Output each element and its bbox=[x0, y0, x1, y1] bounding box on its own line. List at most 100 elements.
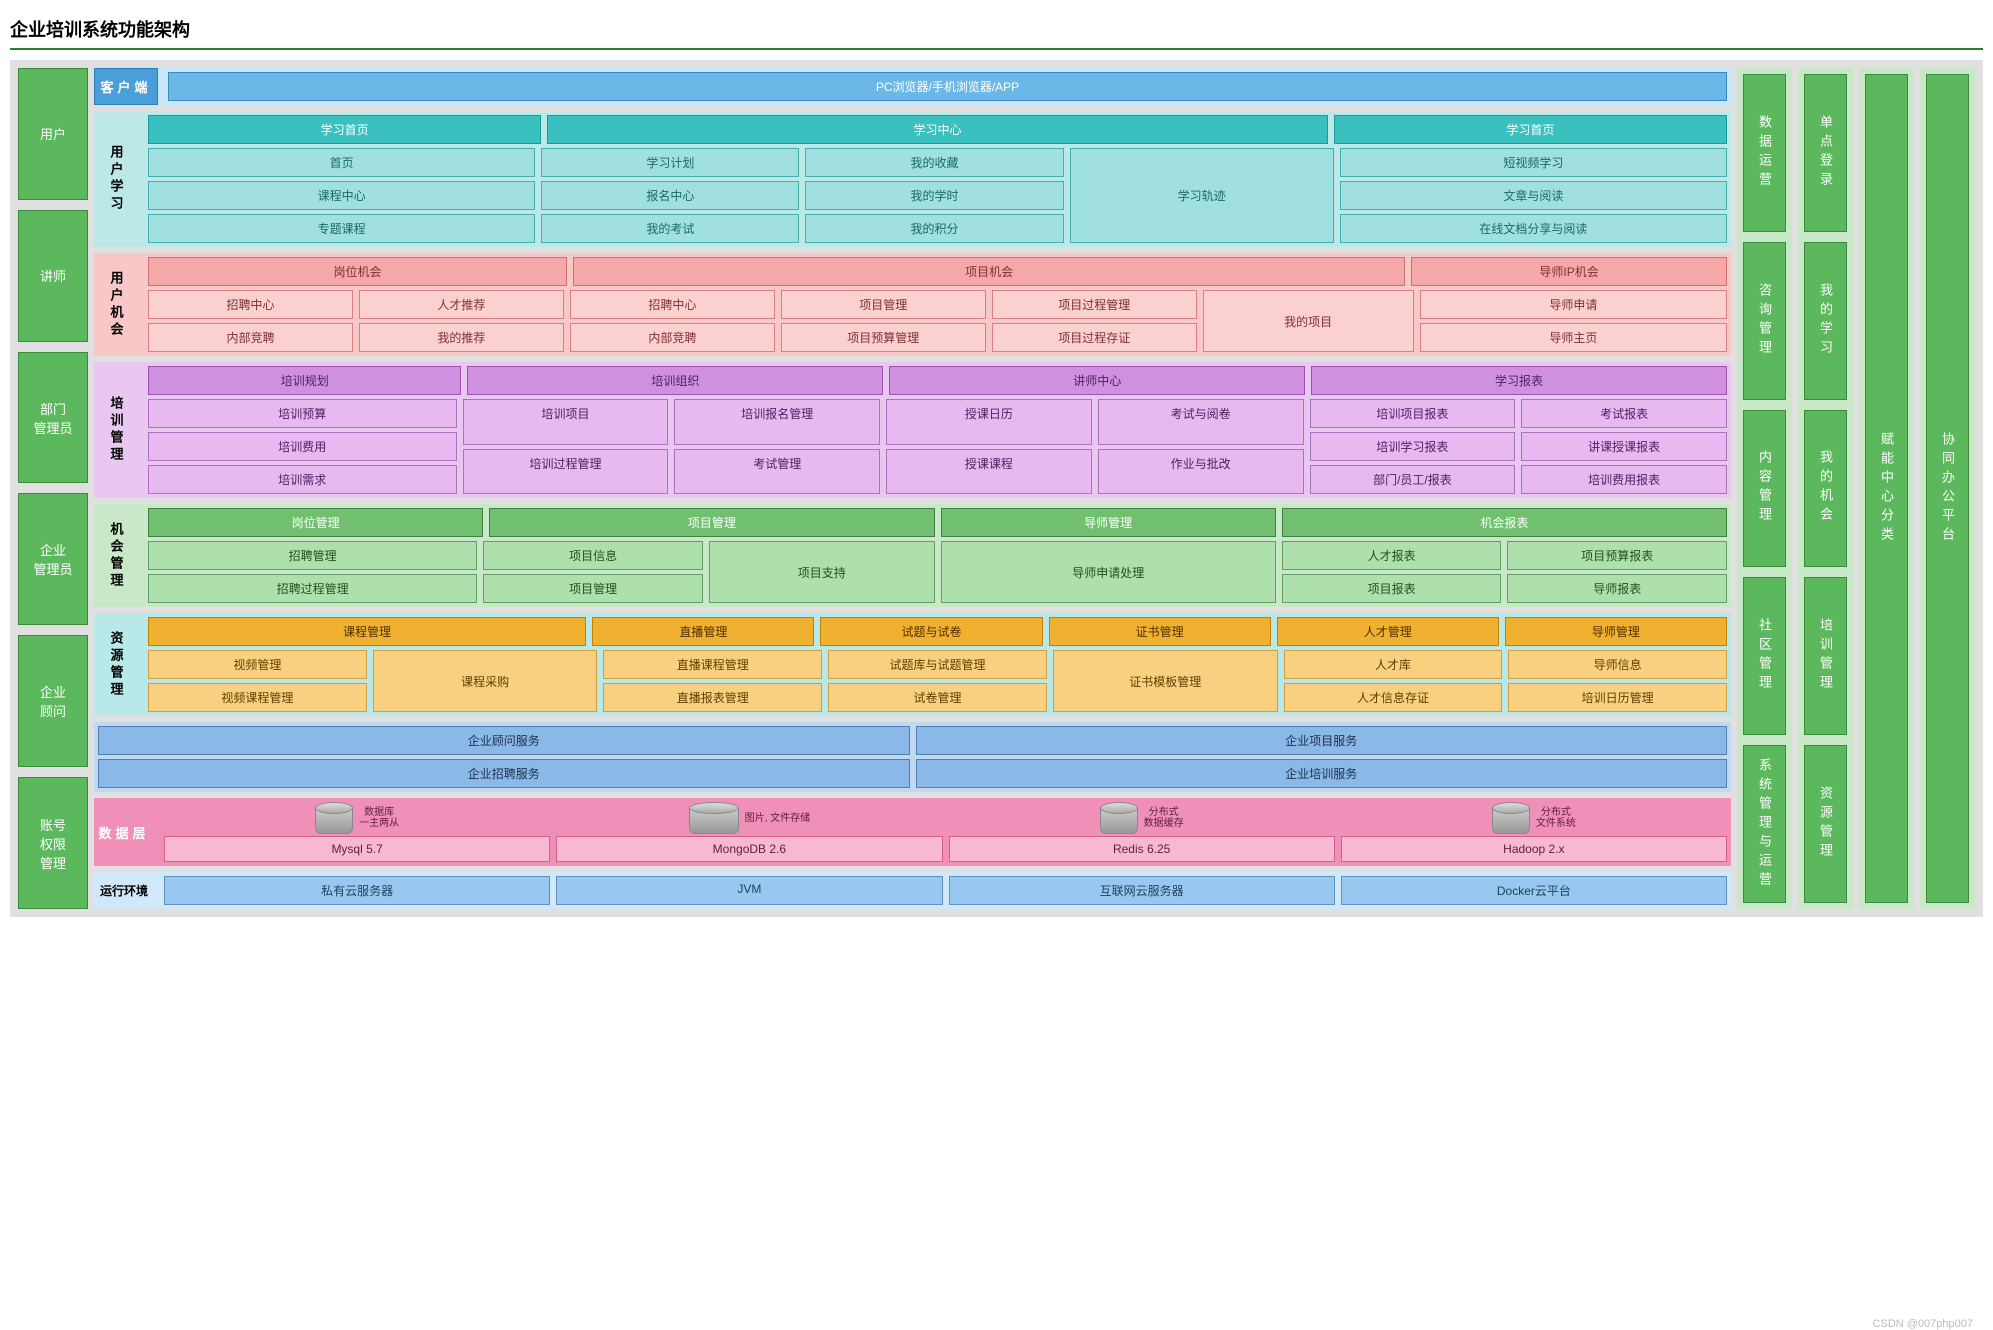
ul-item: 在线文档分享与阅读 bbox=[1340, 214, 1727, 243]
om-item: 项目预算报表 bbox=[1507, 541, 1727, 570]
rs-item: 直播课程管理 bbox=[603, 650, 822, 679]
rt-item: 互联网云服务器 bbox=[949, 876, 1335, 905]
resource-label: 资源管理 bbox=[94, 613, 138, 716]
uo-item: 导师申请 bbox=[1420, 290, 1727, 319]
tr-item: 部门/员工/报表 bbox=[1310, 465, 1516, 494]
rs-item: 视频课程管理 bbox=[148, 683, 367, 712]
layer-user-learn: 用户学习 学习首页 学习中心 学习首页 首页 课程中心 专题课程 学习计划 报名… bbox=[94, 111, 1731, 247]
uo-item: 内部竞聘 bbox=[148, 323, 353, 352]
rt-item: 私有云服务器 bbox=[164, 876, 550, 905]
rs-item: 培训日历管理 bbox=[1508, 683, 1727, 712]
om-header: 导师管理 bbox=[941, 508, 1276, 537]
tr-item: 考试与阅卷 bbox=[1098, 399, 1304, 445]
rs-procure: 课程采购 bbox=[373, 650, 598, 712]
uo-item: 我的推荐 bbox=[359, 323, 564, 352]
ul-item: 报名中心 bbox=[541, 181, 799, 210]
ul-item: 文章与阅读 bbox=[1340, 181, 1727, 210]
architecture-frame: 用户 讲师 部门 管理员 企业 管理员 企业 顾问 账号 权限 管理 客户端 P… bbox=[10, 60, 1983, 917]
user-opp-label: 用户机会 bbox=[94, 253, 138, 356]
layer-services: 企业顾问服务企业项目服务 企业招聘服务企业培训服务 bbox=[94, 722, 1731, 792]
db-name: Mysql 5.7 bbox=[164, 836, 550, 862]
tr-item: 培训项目 bbox=[463, 399, 669, 445]
db-name: Hadoop 2.x bbox=[1341, 836, 1727, 862]
side-content: 内容管理 bbox=[1743, 410, 1786, 568]
uo-header: 岗位机会 bbox=[148, 257, 567, 286]
tr-header: 培训规划 bbox=[148, 366, 461, 395]
rs-item: 人才库 bbox=[1284, 650, 1503, 679]
om-item: 项目信息 bbox=[483, 541, 703, 570]
tr-item: 考试报表 bbox=[1521, 399, 1727, 428]
rt-item: Docker云平台 bbox=[1341, 876, 1727, 905]
ul-item: 学习计划 bbox=[541, 148, 799, 177]
db-name: MongoDB 2.6 bbox=[556, 836, 942, 862]
layer-runtime: 运行环境 私有云服务器 JVM 互联网云服务器 Docker云平台 bbox=[94, 872, 1731, 909]
uo-header: 项目机会 bbox=[573, 257, 1405, 286]
diagram-title: 企业培训系统功能架构 bbox=[10, 10, 1983, 50]
uo-item: 项目过程管理 bbox=[992, 290, 1197, 319]
svc-item: 企业顾问服务 bbox=[98, 726, 910, 755]
side-data-ops: 数据运营 bbox=[1743, 74, 1786, 232]
tr-item: 培训过程管理 bbox=[463, 449, 669, 495]
uo-item: 人才推荐 bbox=[359, 290, 564, 319]
uo-item: 项目过程存证 bbox=[992, 323, 1197, 352]
layer-data: 数据层 数据库 一主两从 Mysql 5.7 图片, 文件存储 MongoDB … bbox=[94, 798, 1731, 866]
tr-item: 培训项目报表 bbox=[1310, 399, 1516, 428]
role-ent-consult: 企业 顾问 bbox=[18, 635, 88, 767]
uo-item: 导师主页 bbox=[1420, 323, 1727, 352]
ul-header: 学习首页 bbox=[1334, 115, 1727, 144]
database-icon bbox=[1100, 802, 1138, 834]
tr-item: 培训预算 bbox=[148, 399, 457, 428]
rs-item: 试卷管理 bbox=[828, 683, 1047, 712]
user-learn-label: 用户学习 bbox=[94, 111, 138, 247]
om-header: 项目管理 bbox=[489, 508, 934, 537]
main-layers: 客户端 PC浏览器/手机浏览器/APP 用户学习 学习首页 学习中心 学习首页 … bbox=[94, 68, 1731, 909]
training-label: 培训管理 bbox=[94, 362, 138, 498]
rs-header: 导师管理 bbox=[1505, 617, 1727, 646]
ul-item: 课程中心 bbox=[148, 181, 535, 210]
side-res: 资源管理 bbox=[1804, 745, 1847, 903]
rs-header: 直播管理 bbox=[592, 617, 814, 646]
ul-item: 我的学时 bbox=[805, 181, 1063, 210]
rs-header: 证书管理 bbox=[1049, 617, 1271, 646]
side-collab: 协同办公平台 bbox=[1926, 74, 1969, 903]
data-label: 数据层 bbox=[94, 798, 154, 866]
ul-item: 短视频学习 bbox=[1340, 148, 1727, 177]
side-col-1: 数据运营 咨询管理 内容管理 社区管理 系统管理与运营 bbox=[1737, 68, 1792, 909]
role-user: 用户 bbox=[18, 68, 88, 200]
tr-item: 培训学习报表 bbox=[1310, 432, 1516, 461]
runtime-label: 运行环境 bbox=[94, 872, 154, 909]
uo-item: 招聘中心 bbox=[148, 290, 353, 319]
ul-item: 我的积分 bbox=[805, 214, 1063, 243]
tr-item: 培训费用报表 bbox=[1521, 465, 1727, 494]
role-lecturer: 讲师 bbox=[18, 210, 88, 342]
db-name: Redis 6.25 bbox=[949, 836, 1335, 862]
ul-item: 专题课程 bbox=[148, 214, 535, 243]
watermark: CSDN @007php007 bbox=[1873, 1318, 1973, 1330]
uo-item: 项目预算管理 bbox=[781, 323, 986, 352]
database-icon bbox=[315, 802, 353, 834]
rs-header: 人才管理 bbox=[1277, 617, 1499, 646]
side-col-2: 单点登录 我的学习 我的机会 培训管理 资源管理 bbox=[1798, 68, 1853, 909]
tr-item: 培训费用 bbox=[148, 432, 457, 461]
tr-item: 培训需求 bbox=[148, 465, 457, 494]
om-item: 项目报表 bbox=[1282, 574, 1502, 603]
layer-training: 培训管理 培训规划 培训组织 讲师中心 学习报表 培训预算 培训费用 培训需求 … bbox=[94, 362, 1731, 498]
layer-user-opp: 用户机会 岗位机会 项目机会 导师IP机会 招聘中心内部竞聘 人才推荐我的推荐 … bbox=[94, 253, 1731, 356]
uo-item: 内部竞聘 bbox=[570, 323, 775, 352]
layer-opp-mgmt: 机会管理 岗位管理 项目管理 导师管理 机会报表 招聘管理招聘过程管理 项目信息… bbox=[94, 504, 1731, 607]
om-mentor: 导师申请处理 bbox=[941, 541, 1276, 603]
uo-header: 导师IP机会 bbox=[1411, 257, 1727, 286]
rs-item: 视频管理 bbox=[148, 650, 367, 679]
om-item: 招聘过程管理 bbox=[148, 574, 477, 603]
db-hadoop: 分布式 文件系统 Hadoop 2.x bbox=[1341, 802, 1727, 862]
ul-track: 学习轨迹 bbox=[1070, 148, 1334, 243]
rs-item: 直播报表管理 bbox=[603, 683, 822, 712]
tr-header: 学习报表 bbox=[1311, 366, 1727, 395]
om-header: 机会报表 bbox=[1282, 508, 1727, 537]
side-train: 培训管理 bbox=[1804, 577, 1847, 735]
db-redis: 分布式 数据缓存 Redis 6.25 bbox=[949, 802, 1335, 862]
ul-header: 学习首页 bbox=[148, 115, 541, 144]
role-account: 账号 权限 管理 bbox=[18, 777, 88, 909]
svc-item: 企业培训服务 bbox=[916, 759, 1728, 788]
client-label: 客户端 bbox=[94, 68, 158, 105]
